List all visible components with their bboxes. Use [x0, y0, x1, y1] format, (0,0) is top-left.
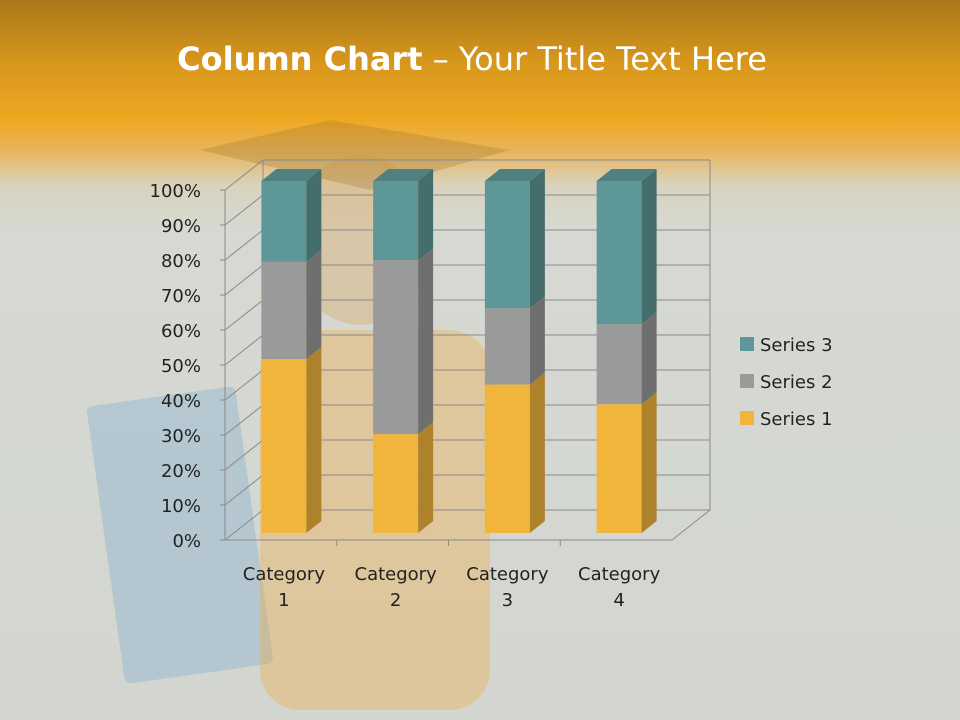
title-bold: Column Chart — [177, 40, 423, 78]
bar-segment-series-3 — [484, 169, 545, 309]
y-tick-label: 60% — [161, 321, 201, 342]
bar-segment-series-1 — [373, 422, 434, 533]
bar-side — [529, 296, 545, 385]
bar-side — [306, 347, 322, 533]
y-tick-label: 50% — [161, 356, 201, 377]
bar-side — [418, 422, 434, 533]
bar-side — [529, 372, 545, 533]
bar-front — [373, 434, 419, 533]
bar-front — [373, 181, 419, 261]
gridline-side — [224, 334, 264, 366]
y-tick-label: 70% — [161, 286, 201, 307]
legend-item: Series 1 — [740, 409, 833, 430]
bar-front — [261, 181, 307, 262]
x-tick-label-line: 2 — [390, 590, 401, 611]
bar-front — [484, 384, 530, 533]
x-tick-label: Category 4 — [578, 564, 661, 611]
bar-side — [529, 169, 545, 309]
bar-front — [484, 181, 530, 309]
bar-segment-series-2 — [373, 248, 434, 435]
bar-front — [373, 260, 419, 435]
gridline-side — [224, 439, 264, 471]
bar-front — [596, 181, 642, 325]
y-tick-label: 20% — [161, 461, 201, 482]
gridline-side — [224, 509, 264, 541]
gridline-side — [224, 159, 264, 191]
y-tick-label: 100% — [150, 181, 201, 202]
bar-segment-series-2 — [484, 296, 545, 385]
x-tick-label-line: 3 — [502, 590, 513, 611]
y-tick-label: 30% — [161, 426, 201, 447]
bar-segment-series-1 — [261, 347, 322, 533]
legend-swatch — [740, 411, 754, 425]
gridline-side — [224, 194, 264, 226]
bar-side — [418, 169, 434, 261]
slide-title: Column Chart – Your Title Text Here — [0, 40, 944, 78]
legend-item: Series 3 — [740, 335, 833, 356]
bar-side — [641, 312, 657, 405]
gridline-side — [224, 474, 264, 506]
x-tick-label: Category 1 — [243, 564, 326, 611]
x-tick-label-line: Category — [578, 564, 661, 585]
title-rest: – Your Title Text Here — [422, 40, 767, 78]
bar-top — [596, 169, 657, 181]
legend-label: Series 2 — [760, 372, 833, 393]
bar-side — [641, 392, 657, 533]
legend-swatch — [740, 374, 754, 388]
legend-label: Series 3 — [760, 335, 833, 356]
bar-front — [596, 324, 642, 405]
bar-segment-series-3 — [596, 169, 657, 325]
bar-segment-series-3 — [373, 169, 434, 261]
y-tick-label: 90% — [161, 216, 201, 237]
bar-front — [261, 359, 307, 533]
y-tick-label: 40% — [161, 391, 201, 412]
bar-top — [484, 169, 545, 181]
gridline-side — [224, 264, 264, 296]
bar-front — [484, 308, 530, 385]
bar-segment-series-1 — [596, 392, 657, 533]
bar-front — [596, 404, 642, 533]
bar-segment-series-2 — [261, 249, 322, 360]
gridline-side — [224, 369, 264, 401]
y-tick-label: 80% — [161, 251, 201, 272]
x-tick-label-line: Category — [466, 564, 549, 585]
legend-label: Series 1 — [760, 409, 833, 430]
y-tick-label: 10% — [161, 496, 201, 517]
bar-side — [641, 169, 657, 325]
gridline-side — [224, 229, 264, 261]
legend-swatch — [740, 337, 754, 351]
x-tick-label: Category 2 — [355, 564, 438, 611]
bar-front — [261, 261, 307, 360]
x-tick-label-line: 4 — [613, 590, 624, 611]
x-tick-label: Category 3 — [466, 564, 549, 611]
bar-side — [418, 248, 434, 435]
x-tick-label-line: Category — [355, 564, 438, 585]
legend-item: Series 2 — [740, 372, 833, 393]
bar-top — [261, 169, 322, 181]
gridline-side — [224, 404, 264, 436]
x-tick-label-line: 1 — [278, 590, 289, 611]
bar-side — [306, 169, 322, 262]
bar-side — [306, 249, 322, 360]
gridline-side — [224, 299, 264, 331]
x-tick-label-line: Category — [243, 564, 326, 585]
floor-edge — [671, 509, 711, 541]
bar-segment-series-2 — [596, 312, 657, 405]
bar-segment-series-1 — [484, 372, 545, 533]
y-tick-label: 0% — [172, 531, 201, 552]
bar-segment-series-3 — [261, 169, 322, 262]
bar-top — [373, 169, 434, 181]
